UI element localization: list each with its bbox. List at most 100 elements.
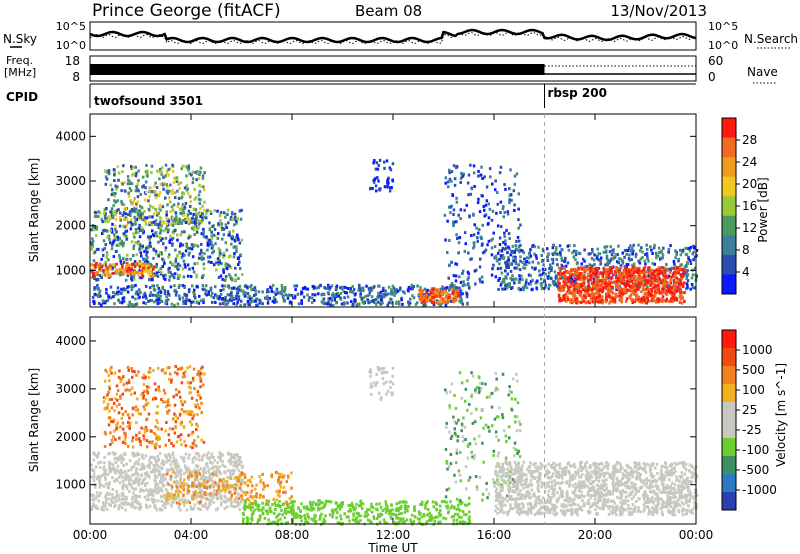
power-cell	[574, 271, 577, 275]
power-cell	[619, 274, 622, 278]
velocity-cell	[146, 417, 149, 421]
power-cell	[676, 289, 680, 292]
power-cell	[450, 170, 454, 174]
power-cell	[466, 278, 469, 281]
power-cell	[655, 289, 659, 293]
power-cell	[222, 251, 226, 255]
power-cell	[127, 266, 130, 269]
power-cell	[546, 259, 550, 262]
power-cell	[438, 294, 441, 298]
power-cell	[226, 293, 229, 297]
power-cell	[237, 256, 240, 260]
power-cell	[193, 228, 196, 232]
power-cell	[689, 262, 693, 265]
power-cell	[226, 264, 229, 268]
power-cell	[167, 189, 171, 193]
power-cell	[604, 300, 608, 304]
power-cell	[560, 258, 564, 262]
power-cell	[138, 245, 142, 249]
power-cell	[452, 284, 456, 288]
velocity-cell	[229, 470, 232, 474]
power-cell	[424, 298, 427, 302]
velocity-cell	[198, 480, 201, 484]
power-cell	[513, 251, 516, 255]
velocity-cell	[191, 446, 194, 450]
power-cell	[373, 159, 376, 162]
power-cell	[512, 255, 515, 259]
power-cell	[692, 258, 695, 262]
power-cell	[484, 248, 488, 252]
power-cell	[674, 256, 677, 260]
velocity-cell	[201, 470, 205, 473]
velocity-cell	[213, 489, 216, 493]
velocity-cell	[215, 483, 219, 487]
power-cell	[147, 261, 150, 265]
velocity-cell	[215, 496, 218, 500]
power-cell	[647, 292, 651, 296]
power-cell	[391, 178, 394, 182]
power-cell	[127, 303, 130, 307]
velocity-cell	[116, 389, 120, 393]
velocity-cell	[223, 506, 227, 510]
velocity-cell	[233, 457, 236, 461]
velocity-cell	[216, 467, 220, 471]
velocity-cell	[122, 482, 125, 486]
power-cell	[104, 216, 107, 220]
power-cell	[160, 299, 164, 303]
power-cell	[472, 164, 476, 168]
power-cell	[525, 260, 529, 263]
power-cell	[220, 222, 223, 226]
power-cell	[208, 255, 212, 259]
velocity-cell	[146, 445, 149, 449]
power-cell	[146, 271, 150, 275]
power-cell	[628, 284, 631, 288]
power-cell	[162, 242, 165, 246]
power-cell	[118, 236, 121, 240]
power-cell	[452, 274, 456, 278]
velocity-cell	[112, 463, 115, 467]
power-cell	[589, 297, 593, 301]
power-cell	[585, 264, 589, 268]
power-cell	[449, 284, 452, 288]
velocity-cell	[184, 466, 187, 470]
power-cell	[165, 295, 168, 299]
power-cell	[167, 270, 171, 274]
power-cell	[198, 252, 202, 256]
power-cell	[624, 285, 627, 289]
power-cell	[167, 167, 170, 171]
power-cell	[459, 217, 462, 220]
velocity-cell	[216, 506, 220, 510]
power-cell	[613, 297, 617, 301]
nsky-label: N.Sky	[3, 32, 37, 46]
power-cell	[244, 294, 247, 298]
power-cell	[165, 299, 168, 303]
power-cell	[378, 158, 382, 162]
velocity-cell	[236, 504, 240, 508]
power-cell	[218, 297, 221, 301]
power-cell	[542, 286, 546, 290]
power-cell	[174, 196, 177, 200]
power-cell	[113, 233, 116, 237]
power-cell	[513, 182, 516, 186]
power-cell	[596, 296, 599, 300]
power-cell	[546, 253, 550, 257]
power-cell	[682, 270, 686, 273]
power-cell	[562, 296, 566, 300]
velocity-cell	[133, 500, 136, 503]
power-cell	[559, 271, 562, 275]
velocity-cell	[131, 451, 134, 455]
velocity-cell	[198, 454, 201, 458]
power-cell	[525, 286, 529, 290]
power-cell	[560, 287, 564, 291]
power-cell	[121, 263, 124, 267]
power-cell	[121, 244, 125, 248]
power-cell	[195, 230, 199, 234]
power-cell	[588, 263, 591, 267]
power-cell	[106, 235, 109, 239]
velocity-cell	[113, 496, 116, 500]
velocity-cell	[180, 443, 183, 447]
power-cell	[271, 299, 275, 303]
power-cell	[628, 258, 631, 262]
power-cell	[654, 251, 658, 255]
power-cell	[369, 289, 373, 292]
